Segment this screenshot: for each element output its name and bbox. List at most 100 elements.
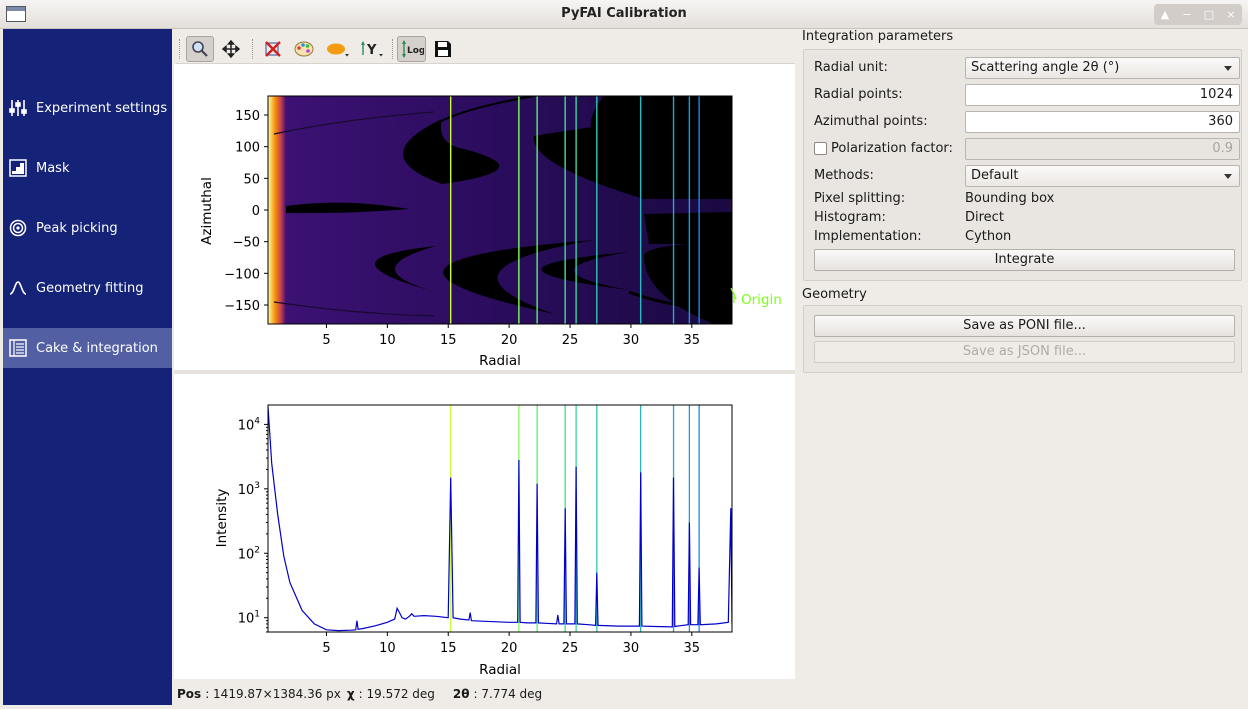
- chi-value: : 19.572 deg: [358, 687, 435, 701]
- methods-select[interactable]: Default: [965, 165, 1240, 187]
- polarization-field[interactable]: 0.9: [965, 138, 1240, 160]
- x-tick-label: 35: [684, 641, 701, 656]
- y-axis-icon: Y: [361, 41, 383, 58]
- curve-xlabel: Radial: [479, 662, 521, 678]
- sidebar-item-label: Mask: [36, 160, 70, 176]
- tth-label: 2θ: [452, 687, 470, 701]
- curve-x-ticks: 5 10 15 20 25 30 35: [322, 632, 700, 656]
- x-tick-label: 30: [623, 641, 640, 656]
- ring-lines: [449, 96, 700, 324]
- palette-icon: [294, 41, 314, 57]
- window-title: PyFAI Calibration: [561, 6, 687, 21]
- plot-splitter[interactable]: [174, 370, 795, 374]
- tth-value: : 7.774 deg: [473, 687, 543, 701]
- cake-x-ticks: 5 10 15 20 25 30 35: [322, 324, 700, 348]
- x-tick-label: 5: [322, 641, 330, 656]
- close-icon[interactable]: ×: [1226, 7, 1236, 21]
- save-poni-button[interactable]: Save as PONI file...: [814, 315, 1235, 337]
- methods-label: Methods:: [814, 168, 874, 183]
- cake-plot[interactable]: 150 100 50 0 −50 −100 −150 5 10 15 20 25 30 35 Azimu…: [174, 64, 795, 369]
- colormap-button[interactable]: [291, 36, 317, 62]
- sidebar-item-label: Experiment settings: [36, 100, 168, 116]
- sidebar-item-peak-picking[interactable]: Peak picking: [3, 208, 172, 248]
- save-icon: [435, 41, 451, 57]
- y-tick-label: −150: [224, 299, 260, 314]
- curve-y-ticks: 104 103 102 101: [238, 416, 268, 633]
- y-tick-label: 150: [235, 109, 260, 124]
- curve-axes-frame: [267, 404, 733, 633]
- maximize-icon[interactable]: □: [1203, 7, 1215, 21]
- x-tick-label: 5: [322, 333, 330, 348]
- sidebar-item-label: Peak picking: [36, 220, 118, 236]
- x-tick-label: 15: [440, 641, 457, 656]
- x-tick-label: 25: [562, 641, 579, 656]
- y-tick-label: −100: [224, 267, 260, 282]
- y-tick-label: 104: [238, 416, 261, 433]
- x-tick-label: 20: [501, 641, 518, 656]
- zoom-icon: [192, 41, 208, 57]
- sidebar-item-mask[interactable]: Mask: [3, 148, 172, 188]
- curve-ylabel: Intensity: [214, 489, 230, 548]
- chevron-down-icon: [1224, 174, 1232, 179]
- azimuthal-points-field[interactable]: 360: [965, 111, 1240, 133]
- origin-label: Origin: [741, 292, 782, 308]
- settings-panel: Integration parameters Radial unit: Scat…: [797, 29, 1248, 709]
- svg-text:Log: Log: [407, 46, 424, 56]
- clear-mask-button[interactable]: [260, 36, 286, 62]
- y-tick-label: 100: [235, 141, 260, 156]
- implementation-value: Cython: [965, 229, 1012, 244]
- y-tick-label: 103: [238, 481, 260, 498]
- pan-button[interactable]: [218, 36, 244, 62]
- sidebar-item-label: Cake & integration: [36, 340, 158, 356]
- cake-xlabel: Radial: [479, 353, 521, 369]
- app-icon[interactable]: [6, 6, 26, 22]
- pos-value: : 1419.87×1384.36 px: [205, 687, 341, 701]
- log-scale-icon: Log: [401, 40, 424, 58]
- y-axis-button[interactable]: Y: [357, 36, 387, 62]
- polarization-label: Polarization factor:: [831, 141, 953, 156]
- geometry-group: Save as PONI file... Save as JSON file..…: [803, 305, 1242, 373]
- x-tick-label: 30: [623, 333, 640, 348]
- x-tick-label: 15: [440, 333, 457, 348]
- sidebar-item-label: Geometry fitting: [36, 280, 144, 296]
- svg-text:Y: Y: [366, 43, 377, 58]
- sidebar-item-geometry-fitting[interactable]: Geometry fitting: [3, 268, 172, 308]
- y-tick-label: −50: [233, 236, 260, 251]
- x-tick-label: 35: [684, 333, 701, 348]
- sidebar-item-experiment-settings[interactable]: Experiment settings: [3, 88, 172, 128]
- integrated-plot[interactable]: 104 103 102 101 5 10 15 20 25 30 35 Intensity Rad…: [174, 374, 795, 684]
- radial-points-field[interactable]: 1024: [965, 84, 1240, 106]
- y-tick-label: 0: [252, 204, 260, 219]
- shade-icon[interactable]: ▲: [1160, 7, 1170, 21]
- minimize-icon[interactable]: −: [1182, 7, 1192, 21]
- chevron-down-icon: [1224, 66, 1232, 71]
- pixel-splitting-label: Pixel splitting:: [814, 191, 906, 206]
- polarization-checkbox[interactable]: [814, 142, 827, 155]
- log-scale-button[interactable]: Log: [397, 36, 426, 62]
- integration-group: Radial unit: Scattering angle 2θ (°) Rad…: [803, 49, 1242, 281]
- window-controls: ▲ − □ ×: [1154, 4, 1242, 25]
- pan-icon: [222, 40, 240, 58]
- intensity-series: [268, 406, 732, 632]
- chi-label: χ: [346, 687, 355, 701]
- x-tick-label: 25: [562, 333, 579, 348]
- cake-image: [268, 96, 732, 324]
- plot-toolbar: Y Log: [176, 31, 795, 64]
- integration-group-title: Integration parameters: [802, 29, 954, 44]
- integrate-button[interactable]: Integrate: [814, 249, 1235, 271]
- save-button[interactable]: [431, 36, 455, 62]
- implementation-label: Implementation:: [814, 229, 922, 244]
- y-tick-label: 101: [238, 610, 260, 627]
- sidebar-item-cake-integration[interactable]: Cake & integration: [3, 328, 172, 368]
- cake-y-ticks: 150 100 50 0 −50 −100 −150: [224, 109, 268, 314]
- shape-button[interactable]: [323, 36, 353, 62]
- list-icon: [9, 339, 27, 357]
- target-icon: [9, 219, 27, 237]
- x-tick-label: 10: [379, 641, 396, 656]
- save-json-button[interactable]: Save as JSON file...: [814, 341, 1235, 363]
- zoom-button[interactable]: [186, 36, 214, 62]
- radial-unit-select[interactable]: Scattering angle 2θ (°): [965, 57, 1240, 79]
- pos-label: Pos: [177, 687, 202, 701]
- clear-mask-icon: [265, 41, 281, 57]
- x-tick-label: 10: [379, 333, 396, 348]
